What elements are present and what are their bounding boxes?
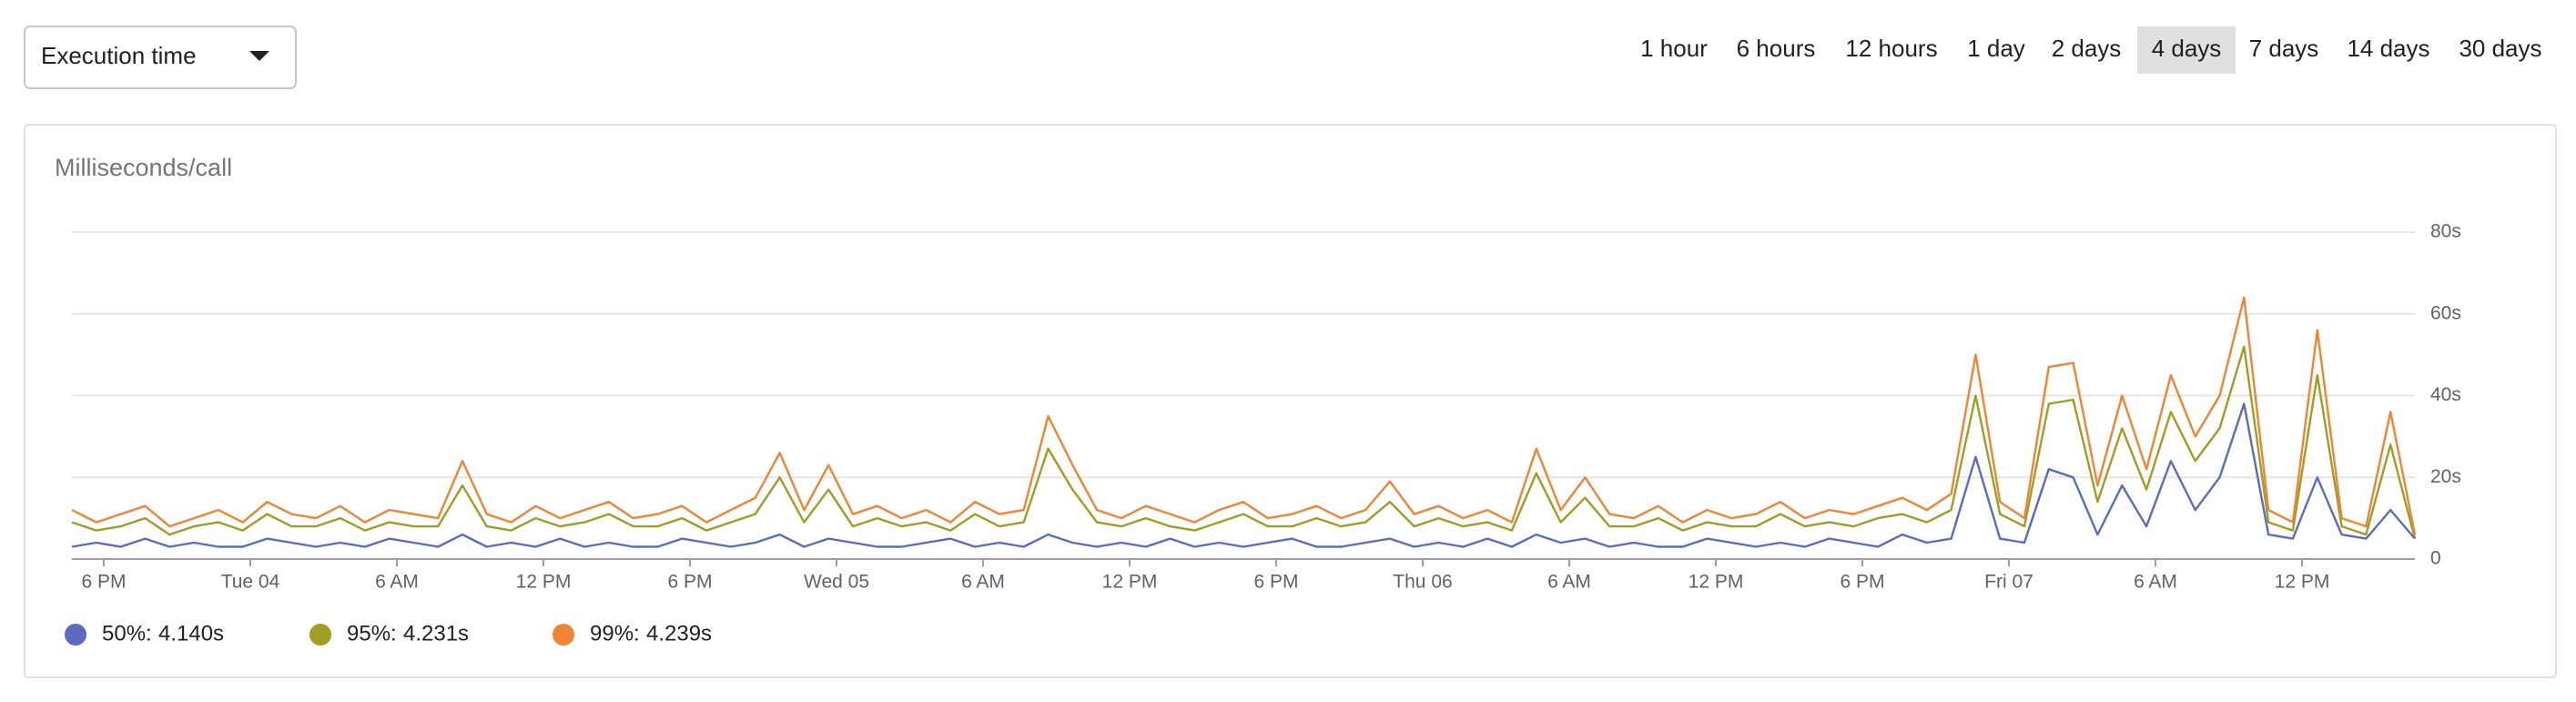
- time-range-button[interactable]: 6 hours: [1737, 35, 1816, 62]
- x-tick-label: 6 PM: [1253, 572, 1298, 593]
- chart-card: [24, 124, 2557, 678]
- legend-value: 4.140s: [158, 621, 224, 646]
- y-tick-label: 40s: [2430, 384, 2461, 405]
- dropdown-arrow[interactable]: [249, 51, 269, 61]
- legend-value: 4.231s: [403, 621, 469, 646]
- x-tick-label: 6 AM: [961, 572, 1005, 593]
- legend-swatch: [65, 624, 86, 646]
- x-tick-label: 6 AM: [1547, 572, 1591, 593]
- x-tick-label: 6 AM: [2134, 572, 2177, 593]
- time-range-button[interactable]: 14 days: [2347, 35, 2429, 62]
- time-range-button[interactable]: 2 days: [2052, 35, 2122, 62]
- dropdown-label[interactable]: Execution time: [41, 42, 197, 69]
- series-line: [71, 345, 2417, 539]
- legend-name: 95%:: [347, 621, 397, 646]
- x-tick-label: Tue 04: [221, 572, 280, 593]
- x-tick-label: 6 AM: [375, 572, 419, 593]
- time-range-button[interactable]: 1 day: [1967, 35, 2025, 62]
- x-tick-label: 12 PM: [1689, 572, 1744, 593]
- x-tick-label: Thu 06: [1393, 572, 1452, 593]
- y-tick-label: 20s: [2430, 466, 2461, 487]
- dropdown-box[interactable]: [24, 25, 297, 89]
- series-line: [71, 402, 2416, 548]
- x-tick-label: 6 PM: [667, 572, 712, 593]
- chart-title: Milliseconds/call: [55, 154, 232, 181]
- time-range-button[interactable]: 30 days: [2459, 35, 2541, 62]
- time-range-button[interactable]: 12 hours: [1845, 35, 1937, 62]
- time-range-button[interactable]: 7 days: [2249, 35, 2319, 62]
- legend-swatch: [309, 624, 331, 646]
- time-range-button[interactable]: 4 days: [2152, 35, 2222, 62]
- y-tick-label: 80s: [2430, 221, 2461, 242]
- legend-swatch: [553, 624, 574, 646]
- legend-name: 99%:: [590, 621, 640, 646]
- x-tick-label: 12 PM: [1102, 572, 1158, 593]
- x-tick-label: 12 PM: [2275, 572, 2330, 593]
- selected-range-bg[interactable]: [2137, 26, 2236, 74]
- y-tick-label: 60s: [2430, 302, 2461, 323]
- y-tick-label: 0: [2430, 548, 2441, 569]
- x-tick-label: Wed 05: [804, 572, 869, 593]
- x-tick-label: 6 PM: [81, 572, 126, 593]
- series-line: [71, 296, 2417, 535]
- legend-name: 50%:: [102, 621, 152, 646]
- x-tick-label: 12 PM: [516, 572, 572, 593]
- x-tick-label: Fri 07: [1984, 572, 2033, 593]
- dropdown[interactable]: Execution time: [24, 25, 297, 89]
- legend-value: 4.239s: [646, 621, 712, 646]
- time-range-button[interactable]: 1 hour: [1640, 35, 1708, 62]
- x-tick-label: 6 PM: [1840, 572, 1884, 593]
